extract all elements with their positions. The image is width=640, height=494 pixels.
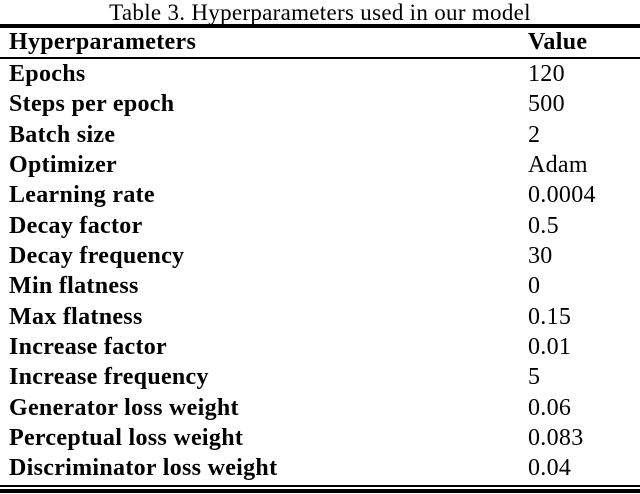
param-name-cell: Epochs <box>9 61 86 87</box>
param-name-cell: Batch size <box>9 121 116 148</box>
param-name-cell: Perceptual loss weight <box>9 425 244 452</box>
param-value-cell: 0.04 <box>528 455 572 482</box>
param-name-cell: Generator loss weight <box>9 394 239 421</box>
table-row: Min flatness 0 <box>0 271 640 301</box>
table-row: Steps per epoch 500 <box>0 89 640 119</box>
param-name-cell: Optimizer <box>9 152 117 179</box>
table-top-rule <box>0 24 640 28</box>
param-name-cell: Increase factor <box>9 334 167 361</box>
table-bottom-rule-thick <box>0 489 640 493</box>
param-value-cell: 30 <box>528 243 553 270</box>
param-value-cell: 0.5 <box>528 212 559 239</box>
param-value-cell: 0 <box>528 273 541 300</box>
column-header-hyperparameters: Hyperparameters <box>9 29 197 55</box>
param-value-cell: 0.083 <box>528 425 584 452</box>
param-name-cell: Increase frequency <box>9 364 209 391</box>
table-caption: Table 3. Hyperparameters used in our mod… <box>109 0 531 25</box>
param-value-cell: 0.06 <box>528 394 572 421</box>
table-row: Max flatness 0.15 <box>0 302 640 332</box>
param-value-cell: 0.0004 <box>528 182 596 209</box>
table-row: Generator loss weight 0.06 <box>0 393 640 423</box>
param-value-cell: 120 <box>528 61 565 87</box>
param-value-cell: 2 <box>528 121 541 148</box>
table-header-row: Hyperparameters Value <box>0 28 640 57</box>
table-row: Epochs 120 <box>0 59 640 89</box>
table-row: Decay factor 0.5 <box>0 211 640 241</box>
param-name-cell: Learning rate <box>9 182 155 209</box>
param-name-cell: Decay frequency <box>9 243 185 270</box>
param-name-cell: Decay factor <box>9 212 143 239</box>
param-value-cell: 0.01 <box>528 334 572 361</box>
param-name-cell: Min flatness <box>9 273 139 300</box>
table-row: Discriminator loss weight 0.04 <box>0 453 640 483</box>
table-row: Learning rate 0.0004 <box>0 180 640 210</box>
table-body: Epochs 120 Steps per epoch 500 Batch size 2 Op… <box>0 59 640 484</box>
header-separator-rule <box>0 57 640 59</box>
table-row: Batch size 2 <box>0 120 640 150</box>
param-value-cell: 5 <box>528 364 541 391</box>
table-row: Decay frequency 30 <box>0 241 640 271</box>
param-name-cell: Discriminator loss weight <box>9 455 278 482</box>
param-value-cell: 500 <box>528 91 565 118</box>
table-row: Increase frequency 5 <box>0 362 640 392</box>
param-name-cell: Steps per epoch <box>9 91 175 118</box>
table-row: Optimizer Adam <box>0 150 640 180</box>
param-value-cell: 0.15 <box>528 303 572 330</box>
column-header-value: Value <box>528 29 588 55</box>
table-row: Increase factor 0.01 <box>0 332 640 362</box>
param-name-cell: Max flatness <box>9 303 143 330</box>
table-row: Perceptual loss weight 0.083 <box>0 423 640 453</box>
table-bottom-rule-thin <box>0 485 640 487</box>
param-value-cell: Adam <box>528 152 588 179</box>
